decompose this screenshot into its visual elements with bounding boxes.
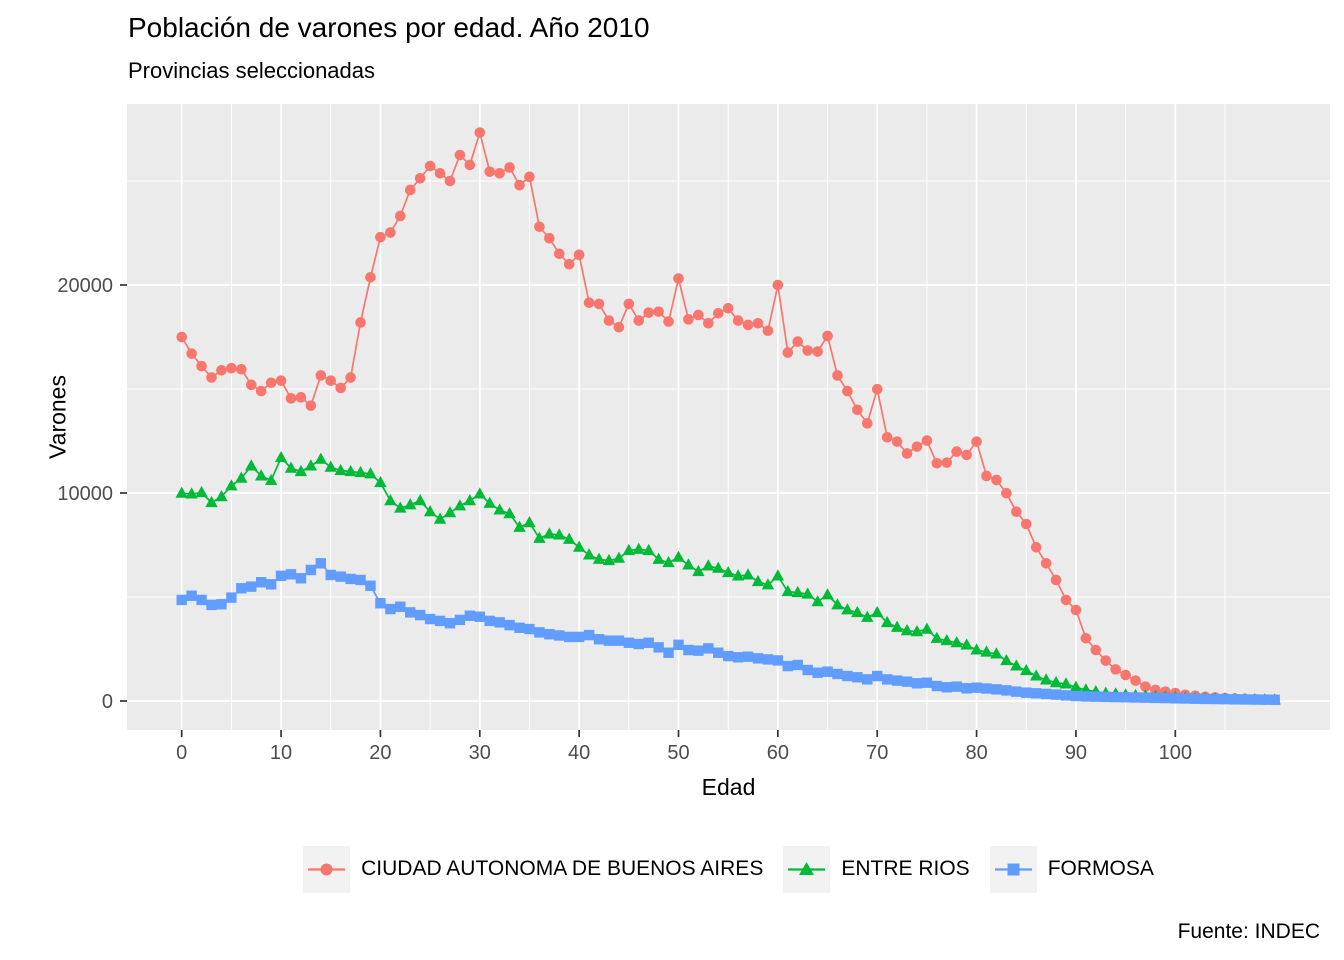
- legend-key-square-icon: [989, 845, 1037, 893]
- legend-label-entre-rios: ENTRE RIOS: [841, 857, 970, 880]
- legend-glyph-square: [994, 863, 1032, 875]
- legend-key-triangle-icon: [783, 845, 831, 893]
- legend-label-formosa: FORMOSA: [1047, 857, 1154, 880]
- gridlines-minor: [127, 104, 1330, 730]
- svg-text:40: 40: [568, 742, 590, 764]
- svg-text:10: 10: [270, 742, 292, 764]
- svg-text:90: 90: [1065, 742, 1087, 764]
- svg-text:20000: 20000: [57, 275, 113, 297]
- svg-text:0: 0: [176, 742, 187, 764]
- x-axis-ticks: 0 10 20 30 40 50 60 70 80 90 100: [176, 730, 1192, 764]
- legend-glyph-circle: [308, 863, 346, 875]
- chart-subtitle: Provincias seleccionadas: [128, 58, 376, 83]
- y-axis-ticks: 0 10000 20000: [57, 275, 127, 713]
- svg-text:70: 70: [866, 742, 888, 764]
- legend: CIUDAD AUTONOMA DE BUENOS AIRES ENTRE RI…: [127, 843, 1330, 895]
- legend-key-circle-icon: [303, 845, 351, 893]
- svg-text:60: 60: [767, 742, 789, 764]
- source-caption: Fuente: INDEC: [1177, 920, 1320, 943]
- y-axis-title: Varones: [44, 375, 71, 459]
- svg-text:100: 100: [1159, 742, 1192, 764]
- svg-text:20: 20: [369, 742, 391, 764]
- svg-text:0: 0: [102, 691, 113, 713]
- legend-label-caba: CIUDAD AUTONOMA DE BUENOS AIRES: [361, 857, 764, 880]
- legend-item-formosa: FORMOSA: [989, 845, 1154, 893]
- legend-item-entre-rios: ENTRE RIOS: [783, 845, 970, 893]
- series-points-2: [176, 558, 1280, 705]
- svg-text:50: 50: [667, 742, 689, 764]
- chart-title: Población de varones por edad. Año 2010: [128, 12, 650, 43]
- svg-text:30: 30: [469, 742, 491, 764]
- x-axis-title: Edad: [701, 774, 756, 800]
- svg-text:80: 80: [965, 742, 987, 764]
- legend-item-caba: CIUDAD AUTONOMA DE BUENOS AIRES: [303, 845, 764, 893]
- legend-glyph-triangle: [788, 861, 826, 875]
- svg-text:10000: 10000: [57, 483, 113, 505]
